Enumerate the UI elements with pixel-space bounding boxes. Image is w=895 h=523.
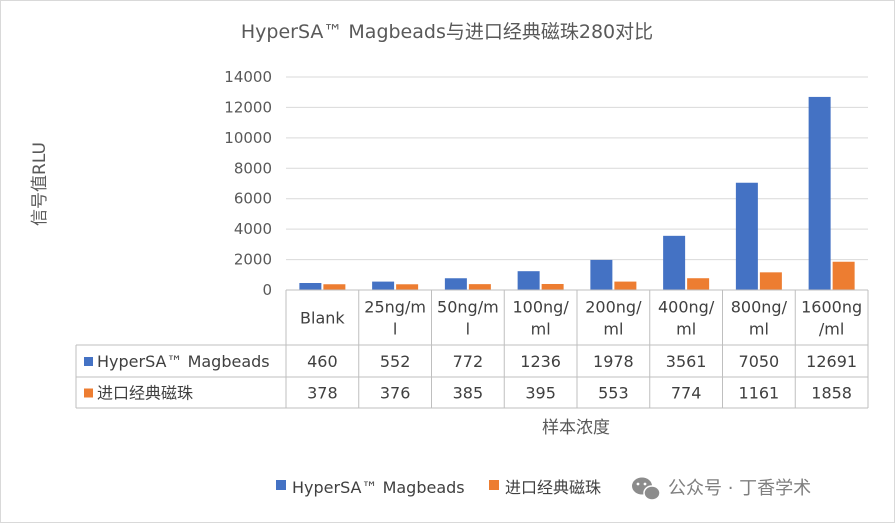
wechat-icon xyxy=(632,477,661,501)
y-tick-label: 6000 xyxy=(234,190,272,208)
x-tick-label: Blank xyxy=(300,309,345,328)
data-table: Blank 25ng/m l 50ng/m l 100ng/ml 200ng/ml 400ng… xyxy=(75,289,869,409)
bar xyxy=(323,284,346,290)
x-tick-label: 50ng/m xyxy=(437,298,499,317)
bar xyxy=(735,182,758,290)
x-tick-label: 800ng/ xyxy=(731,298,788,317)
data-label: 3561 xyxy=(666,352,707,371)
legend-label: 进口经典磁珠 xyxy=(505,478,601,497)
bar xyxy=(541,283,564,290)
legend-swatch xyxy=(276,480,286,490)
data-label: 772 xyxy=(453,352,484,371)
series-key-swatch xyxy=(84,388,93,398)
bar xyxy=(372,281,395,290)
y-tick-label: 12000 xyxy=(224,98,272,116)
legend: HyperSA™ Magbeads 进口经典磁珠 xyxy=(276,478,601,497)
y-tick-label: 8000 xyxy=(234,159,272,177)
data-label: 460 xyxy=(307,352,338,371)
data-label: 553 xyxy=(598,384,629,403)
data-label: 774 xyxy=(671,384,702,403)
y-axis-title: 信号值RLU xyxy=(30,142,50,226)
bar xyxy=(444,278,467,290)
gridlines xyxy=(286,76,868,291)
x-tick-label: ml xyxy=(603,320,623,339)
bar xyxy=(614,281,637,290)
watermark: 公众号 · 丁香学术 xyxy=(632,477,811,501)
series-key-swatch xyxy=(84,357,93,366)
watermark-text: 公众号 · 丁香学术 xyxy=(668,478,811,499)
bar xyxy=(663,235,686,290)
bar xyxy=(517,271,540,290)
data-label: 1858 xyxy=(811,384,852,403)
y-axis-ticks: 0 2000 4000 6000 8000 10000 12000 14000 xyxy=(224,68,272,299)
x-tick-label: 400ng/ xyxy=(658,298,715,317)
x-tick-label: 25ng/m xyxy=(364,298,426,317)
bar xyxy=(687,278,710,290)
bar xyxy=(396,284,419,290)
y-tick-label: 2000 xyxy=(234,251,272,269)
data-label: 552 xyxy=(380,352,411,371)
bar xyxy=(590,259,613,290)
data-label: 395 xyxy=(525,384,556,403)
x-tick-label: l xyxy=(466,320,470,339)
x-tick-label: ml xyxy=(676,320,696,339)
x-tick-label: 1600ng xyxy=(801,298,862,317)
x-tick-label: ml xyxy=(531,320,551,339)
data-label: 12691 xyxy=(806,352,857,371)
y-tick-label: 10000 xyxy=(224,129,272,147)
bar xyxy=(808,96,831,290)
data-label: 1978 xyxy=(593,352,634,371)
data-label: 376 xyxy=(380,384,411,403)
x-tick-label: l xyxy=(393,320,397,339)
legend-label: HyperSA™ Magbeads xyxy=(292,478,465,497)
data-label: 1161 xyxy=(739,384,780,403)
bars xyxy=(299,96,855,290)
chart-title: HyperSA™ Magbeads与进口经典磁珠280对比 xyxy=(241,21,653,43)
bar xyxy=(759,272,782,290)
series-row-label: 进口经典磁珠 xyxy=(97,384,193,403)
bar xyxy=(832,261,855,290)
y-tick-label: 4000 xyxy=(234,220,272,238)
x-tick-label: /ml xyxy=(819,320,844,339)
y-tick-label: 0 xyxy=(262,281,272,299)
legend-swatch xyxy=(489,480,499,490)
y-tick-label: 14000 xyxy=(224,68,272,86)
data-label: 378 xyxy=(307,384,338,403)
data-label: 385 xyxy=(453,384,484,403)
x-tick-label: ml xyxy=(749,320,769,339)
x-tick-label: 200ng/ xyxy=(585,298,642,317)
bar xyxy=(468,284,491,290)
series-row-label: HyperSA™ Magbeads xyxy=(97,352,270,371)
data-label: 7050 xyxy=(739,352,780,371)
x-axis-title: 样本浓度 xyxy=(542,418,610,438)
bar xyxy=(299,283,322,290)
x-tick-label: 100ng/ xyxy=(513,298,570,317)
data-label: 1236 xyxy=(520,352,561,371)
